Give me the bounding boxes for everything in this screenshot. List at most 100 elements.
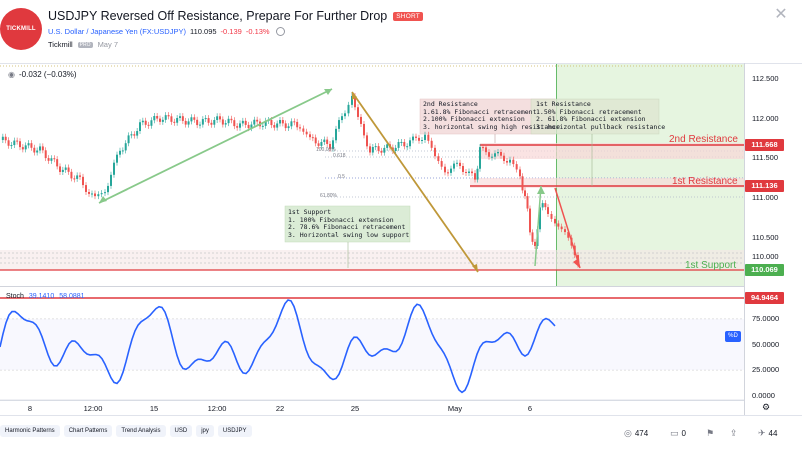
candle-body — [447, 172, 449, 174]
candle-body — [16, 140, 19, 142]
candle-body — [380, 150, 383, 153]
price-tick: 111.000 — [752, 193, 778, 202]
candle-body — [239, 123, 241, 128]
stoch-d-value: 58.0881 — [59, 293, 85, 300]
candle-body — [184, 120, 187, 125]
tag[interactable]: Trend Analysis — [116, 425, 166, 437]
candle-body — [437, 156, 440, 162]
candle-body — [515, 164, 518, 170]
candle-body — [554, 218, 556, 224]
views-counter[interactable]: ◎ 474 — [624, 428, 648, 439]
candle-body — [136, 131, 139, 136]
candle-body — [190, 117, 193, 122]
fib-label: 100.00% — [316, 147, 336, 153]
candle-body — [44, 150, 47, 159]
candle-body — [27, 143, 30, 146]
bookmark-button[interactable]: ⚑ — [706, 428, 714, 439]
candle-body — [127, 135, 130, 144]
candle-body — [354, 95, 356, 108]
close-icon[interactable]: ✕ — [774, 6, 788, 23]
candle-body — [224, 123, 227, 125]
candle-body — [471, 171, 473, 174]
candle-body — [409, 140, 411, 147]
chart-canvas[interactable] — [0, 0, 802, 420]
price-tick: 111.500 — [752, 153, 778, 162]
candle-body — [415, 136, 417, 138]
r1-note: 1st Resistance 1.50% Fibonacci retraceme… — [536, 100, 666, 131]
candle-body — [273, 125, 276, 128]
candle-body — [76, 175, 79, 179]
candle-body — [56, 159, 59, 167]
candle-body — [377, 146, 380, 151]
candle-body — [526, 196, 529, 209]
candle-body — [468, 171, 470, 173]
down-arrow — [351, 91, 479, 273]
candle-body — [311, 137, 314, 139]
candle-body — [219, 116, 221, 120]
candle-body — [121, 150, 124, 152]
like-button[interactable]: ✈ 44 — [758, 428, 777, 439]
candle-body — [144, 120, 147, 125]
tag[interactable]: USDJPY — [217, 425, 252, 437]
share-button[interactable]: ⇪ — [730, 428, 738, 439]
tag[interactable]: Harmonic Patterns — [0, 425, 60, 437]
gear-icon[interactable]: ⚙ — [762, 402, 771, 412]
candle-body — [567, 232, 570, 238]
candle-body — [276, 123, 279, 128]
s1-note-box — [284, 205, 411, 243]
candle-body — [181, 116, 184, 121]
stoch-name: Stoch — [6, 293, 24, 300]
candle-body — [341, 116, 343, 121]
candle-body — [338, 120, 340, 129]
eye-icon[interactable]: ◉ — [8, 70, 15, 79]
time-tick: 12:00 — [207, 404, 227, 413]
candle-body — [261, 125, 264, 127]
alarm-icon[interactable] — [275, 27, 285, 36]
candle-body — [394, 147, 397, 151]
candle-body — [253, 119, 256, 125]
candle-body — [213, 120, 216, 125]
candle-body — [279, 120, 281, 124]
views-count: 474 — [634, 429, 649, 438]
candle-body — [10, 145, 13, 147]
author-row: Tickmill PRO May 7 — [48, 40, 118, 49]
candle-body — [479, 147, 481, 169]
comments-button[interactable]: ▭ 0 — [670, 428, 686, 439]
time-tick: 6 — [527, 404, 533, 413]
candle-body — [317, 143, 320, 146]
candle-body — [406, 146, 409, 148]
candle-body — [176, 117, 179, 123]
candle-body — [314, 137, 317, 144]
price-tick: 110.500 — [752, 233, 779, 242]
candle-body — [400, 141, 403, 143]
r1-note-box — [530, 98, 660, 135]
candle-body — [418, 137, 420, 141]
candle-body — [164, 115, 167, 120]
tag[interactable]: USD — [169, 425, 193, 437]
tag[interactable]: jpy — [196, 425, 214, 437]
candle-body — [130, 134, 133, 136]
stoch-k-value: 39.1410 — [28, 293, 55, 300]
candle-body — [326, 139, 329, 144]
candle-body — [488, 152, 490, 157]
candle-body — [293, 121, 296, 123]
candle-body — [204, 118, 207, 120]
candle-body — [299, 127, 301, 129]
candle-body — [230, 118, 233, 121]
candle-body — [421, 139, 423, 141]
author-logo[interactable]: TICKMILL — [0, 8, 42, 50]
symbol-link[interactable]: U.S. Dollar / Japanese Yen (FX:USDJPY) — [48, 27, 186, 36]
main-legend[interactable]: ◉ -0.032 (−0.03%) — [8, 70, 77, 79]
candle-body — [491, 156, 493, 158]
author-name[interactable]: Tickmill — [48, 40, 73, 49]
candle-body — [485, 147, 487, 153]
candle-body — [196, 119, 199, 126]
candle-body — [110, 174, 112, 186]
projected-drop-arrow — [554, 187, 581, 269]
stoch-legend[interactable]: Stoch 39.1410 58.0881 — [6, 293, 85, 300]
candle-body — [564, 229, 566, 233]
candle-body — [50, 158, 53, 161]
up-arrow — [98, 88, 333, 204]
candle-body — [107, 185, 109, 193]
tag[interactable]: Chart Patterns — [63, 425, 113, 437]
